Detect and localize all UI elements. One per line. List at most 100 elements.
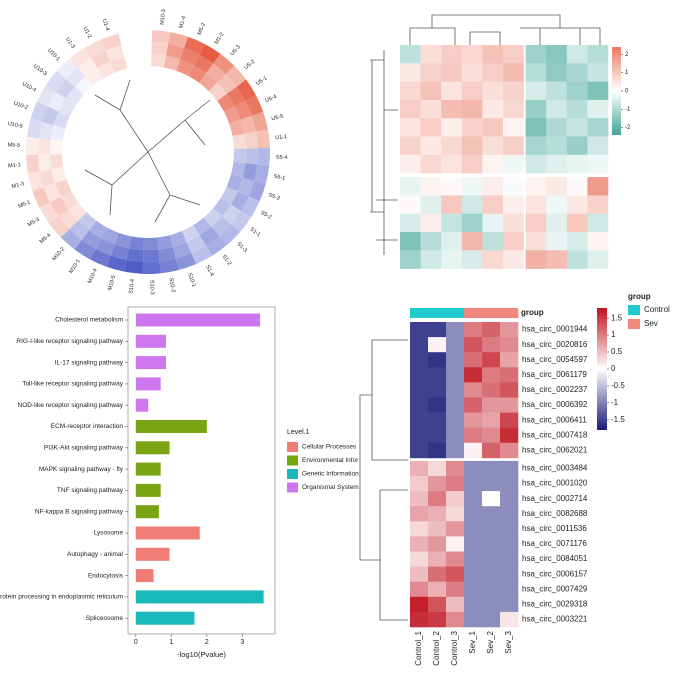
heat-cell [464,611,483,628]
heat-cell [482,566,501,582]
heat-cell [441,154,463,174]
heat-cell [500,536,519,552]
heat-cell [587,232,609,251]
colorbar-tick-label: 1 [611,330,616,339]
heat-sector [58,98,76,117]
heat-cell [464,397,483,413]
heat-cell [441,213,463,233]
row-label: hsa_circ_0006392 [522,400,588,409]
category-label: Lysosome [94,530,124,537]
heat-sector [156,235,173,250]
heat-cell [446,596,465,613]
sector-label: S5-2 [259,210,272,221]
heat-cell [482,476,501,492]
sector-label: U5-2 [243,59,256,71]
x-tick-label: 1 [169,639,173,646]
heat-cell [410,460,429,477]
heat-sector [251,111,268,132]
heat-cell [461,45,483,64]
bar [135,441,170,455]
sector-label: S1-4 [204,264,215,277]
heat-cell [464,491,483,507]
heat-sector [65,67,86,87]
row-label: hsa_circ_0029318 [522,599,588,608]
legend-label: Control [644,305,670,314]
row-label: hsa_circ_0020816 [522,340,588,349]
heat-sector [175,253,197,271]
heat-cell [420,45,442,64]
heat-cell [420,118,442,137]
heat-cell [482,154,504,174]
heat-sector [213,53,235,75]
heat-cell [410,476,429,492]
heat-cell [464,412,483,428]
sector-label: U10-4 [21,81,37,93]
heat-sector [232,133,246,149]
heat-cell [410,491,429,507]
heat-cell [446,491,465,507]
heat-cell [464,596,483,613]
heat-sector [224,106,241,124]
heat-sector [208,82,227,101]
heat-cell [500,596,519,613]
column-label: Control_1 [414,630,423,665]
row-label: hsa_circ_0071176 [522,539,587,548]
heat-cell [400,250,421,269]
heat-sector [114,232,132,249]
heat-sector [193,217,212,236]
heat-cell [546,45,568,64]
heat-cell [400,99,421,119]
heat-sector [211,216,232,236]
row-label: hsa_circ_0062021 [522,445,588,454]
heat-cell [400,63,421,82]
sector-label: S5-3 [268,192,281,202]
heat-cell [587,195,609,214]
heat-cell [461,136,483,156]
heat-cell [566,45,588,64]
row-label: hsa_circ_0006157 [522,569,588,578]
heat-sector [186,235,206,254]
heat-sector [225,65,247,87]
colorbar-tick-label: -1 [611,398,619,407]
category-label: ECM-receptor interaction [51,423,124,430]
sector-label: M10-3 [160,9,168,25]
sector-label: M10-2 [51,246,66,262]
sector-label: M5-5 [7,142,20,149]
heat-cell [525,99,547,119]
heat-sector [25,136,39,155]
heat-sector [69,47,92,68]
sector-label: M10-4 [87,268,99,285]
heat-sector [74,76,93,95]
heat-cell [525,136,547,156]
sector-label: S1-1 [249,226,262,238]
heat-cell [420,195,442,214]
sector-label: S10-3 [148,280,154,295]
heat-cell [482,45,504,64]
heat-cell [464,581,483,598]
sector-label: M5-3 [27,217,41,229]
heat-cell [410,337,429,353]
heat-sector [77,212,97,231]
sector-label: S10-2 [167,277,176,293]
colorbar-tick-label: -2 [625,125,631,131]
heat-cell [464,506,483,522]
legend-label: Sev [644,319,658,328]
heat-cell [428,581,447,598]
heat-cell [410,581,429,598]
heat-cell [464,427,483,444]
heat-sector [180,48,200,66]
row-label: hsa_circ_0061179 [522,370,587,379]
heat-sector [101,33,122,51]
heat-cell [546,154,568,174]
heat-cell [482,521,501,537]
heat-cell [464,460,483,477]
group-strip [410,308,429,318]
group-strip [464,308,483,318]
heat-cell [525,250,547,269]
heat-cell [428,551,447,567]
group-title: group [521,308,544,317]
heat-cell [428,476,447,492]
heat-sector [38,138,51,155]
heat-sector [143,249,160,262]
heat-cell [482,337,501,353]
